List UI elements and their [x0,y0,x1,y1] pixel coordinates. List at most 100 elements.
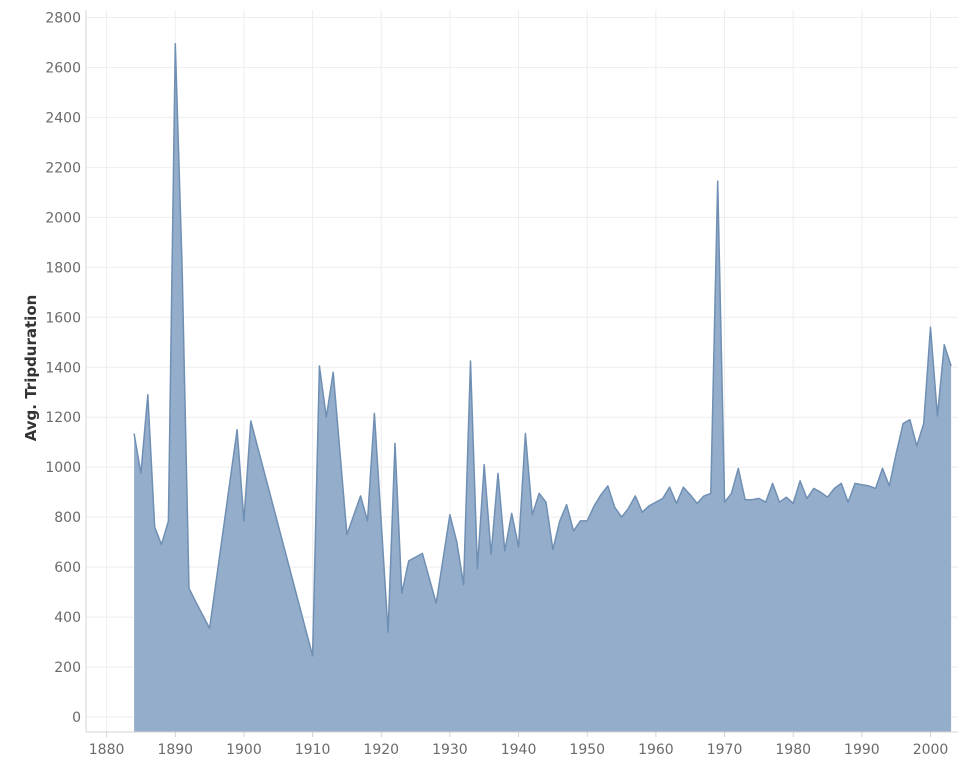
data-point[interactable] [729,491,733,495]
data-point[interactable] [592,504,596,508]
data-point[interactable] [812,486,816,490]
data-point[interactable] [887,484,891,488]
data-point[interactable] [420,551,424,555]
data-point[interactable] [366,519,370,523]
data-point[interactable] [448,513,452,517]
data-point[interactable] [613,505,617,509]
data-point[interactable] [695,501,699,505]
data-point[interactable] [935,414,939,418]
data-point[interactable] [826,495,830,499]
data-point[interactable] [860,483,864,487]
data-point[interactable] [668,485,672,489]
data-point[interactable] [146,393,150,397]
data-point[interactable] [647,504,651,508]
data-point[interactable] [249,419,253,423]
data-point[interactable] [633,494,637,498]
data-point[interactable] [544,500,548,504]
data-point[interactable] [345,533,349,537]
data-point[interactable] [235,428,239,432]
data-point[interactable] [894,451,898,455]
data-point[interactable] [922,422,926,426]
data-point[interactable] [743,498,747,502]
data-point[interactable] [311,654,315,658]
data-point[interactable] [400,591,404,595]
data-point[interactable] [523,432,527,436]
data-point[interactable] [661,496,665,500]
data-point[interactable] [503,549,507,553]
data-point[interactable] [798,479,802,483]
data-point[interactable] [757,496,761,500]
data-point[interactable] [180,265,184,269]
data-point[interactable] [846,500,850,504]
data-point[interactable] [462,583,466,587]
data-point[interactable] [242,519,246,523]
data-point[interactable] [469,359,473,363]
data-point[interactable] [537,491,541,495]
data-point[interactable] [839,481,843,485]
data-point[interactable] [867,484,871,488]
data-point[interactable] [736,466,740,470]
data-point[interactable] [475,566,479,570]
data-point[interactable] [407,559,411,563]
data-point[interactable] [331,370,335,374]
data-point[interactable] [832,486,836,490]
data-point[interactable] [750,498,754,502]
data-point[interactable] [208,626,212,630]
data-point[interactable] [166,519,170,523]
data-point[interactable] [393,441,397,445]
data-point[interactable] [359,494,363,498]
data-point[interactable] [709,491,713,495]
data-point[interactable] [805,496,809,500]
data-point[interactable] [530,513,534,517]
data-point[interactable] [791,501,795,505]
data-point[interactable] [585,519,589,523]
data-point[interactable] [620,515,624,519]
data-point[interactable] [372,412,376,416]
data-point[interactable] [681,485,685,489]
data-point[interactable] [489,553,493,557]
data-point[interactable] [160,543,164,547]
data-point[interactable] [153,525,157,529]
data-point[interactable] [654,500,658,504]
data-point[interactable] [640,510,644,514]
data-point[interactable] [688,493,692,497]
data-point[interactable] [455,540,459,544]
data-point[interactable] [874,486,878,490]
data-point[interactable] [929,325,933,329]
data-point[interactable] [132,432,136,436]
data-point[interactable] [187,586,191,590]
data-point[interactable] [510,511,514,515]
data-point[interactable] [578,519,582,523]
data-point[interactable] [949,364,953,368]
data-point[interactable] [599,493,603,497]
data-point[interactable] [675,501,679,505]
data-point[interactable] [606,484,610,488]
data-point[interactable] [139,471,143,475]
data-point[interactable] [496,471,500,475]
data-point[interactable] [716,179,720,183]
data-point[interactable] [572,529,576,533]
data-point[interactable] [324,415,328,419]
data-point[interactable] [194,600,198,604]
data-point[interactable] [482,463,486,467]
data-point[interactable] [819,490,823,494]
data-point[interactable] [908,418,912,422]
data-point[interactable] [915,444,919,448]
data-point[interactable] [434,601,438,605]
data-point[interactable] [173,42,177,46]
data-point[interactable] [386,630,390,634]
data-point[interactable] [702,494,706,498]
data-point[interactable] [942,343,946,347]
data-point[interactable] [778,500,782,504]
data-point[interactable] [771,481,775,485]
data-point[interactable] [881,466,885,470]
data-point[interactable] [853,481,857,485]
data-point[interactable] [723,500,727,504]
data-point[interactable] [901,422,905,426]
data-point[interactable] [551,548,555,552]
data-point[interactable] [626,506,630,510]
data-point[interactable] [558,519,562,523]
data-point[interactable] [565,503,569,507]
data-point[interactable] [517,545,521,549]
data-point[interactable] [317,364,321,368]
